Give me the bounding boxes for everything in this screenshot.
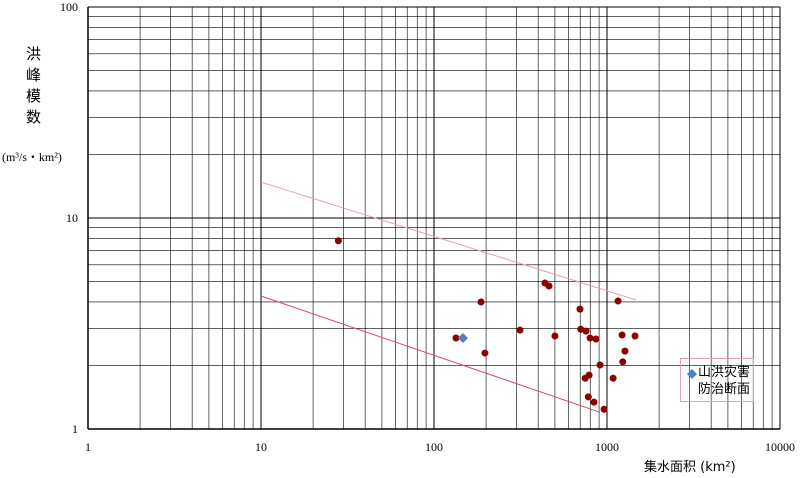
point — [596, 361, 604, 369]
point — [600, 405, 608, 413]
x-tick-label: 10 — [255, 440, 267, 454]
point — [592, 335, 600, 343]
y-axis-label: 洪峰模数 — [26, 45, 42, 126]
y-tick-label: 100 — [60, 0, 78, 14]
point — [452, 334, 460, 342]
reference-line — [260, 181, 637, 301]
y-tick-label: 10 — [66, 211, 78, 225]
point — [457, 332, 468, 343]
point — [477, 298, 485, 306]
legend-label: 山洪灾害防治断面 — [698, 365, 751, 397]
point — [618, 331, 626, 339]
legend-marker — [687, 369, 697, 379]
point — [551, 332, 559, 340]
x-tick-label: 1 — [85, 440, 91, 454]
point — [631, 332, 639, 340]
point — [621, 347, 629, 355]
reference-line — [260, 295, 601, 413]
x-tick-label: 1000 — [595, 440, 619, 454]
y-tick-label: 1 — [72, 422, 78, 436]
point — [619, 358, 627, 366]
point — [545, 282, 553, 290]
legend-marker-box — [687, 369, 697, 379]
point — [582, 327, 590, 335]
point — [516, 326, 524, 334]
point — [584, 393, 592, 401]
point — [481, 349, 489, 357]
x-tick-label: 100 — [425, 440, 443, 454]
x-tick-label: 10000 — [765, 440, 795, 454]
point — [576, 305, 584, 313]
point — [590, 398, 598, 406]
point — [609, 374, 617, 382]
point — [585, 371, 593, 379]
x-axis-label: 集水面积 (km²) — [644, 460, 736, 475]
y-axis-unit: (m³/s・km²) — [2, 150, 62, 164]
point — [614, 297, 622, 305]
legend: 山洪灾害防治断面 — [680, 358, 754, 402]
point — [586, 334, 594, 342]
point — [334, 237, 342, 245]
